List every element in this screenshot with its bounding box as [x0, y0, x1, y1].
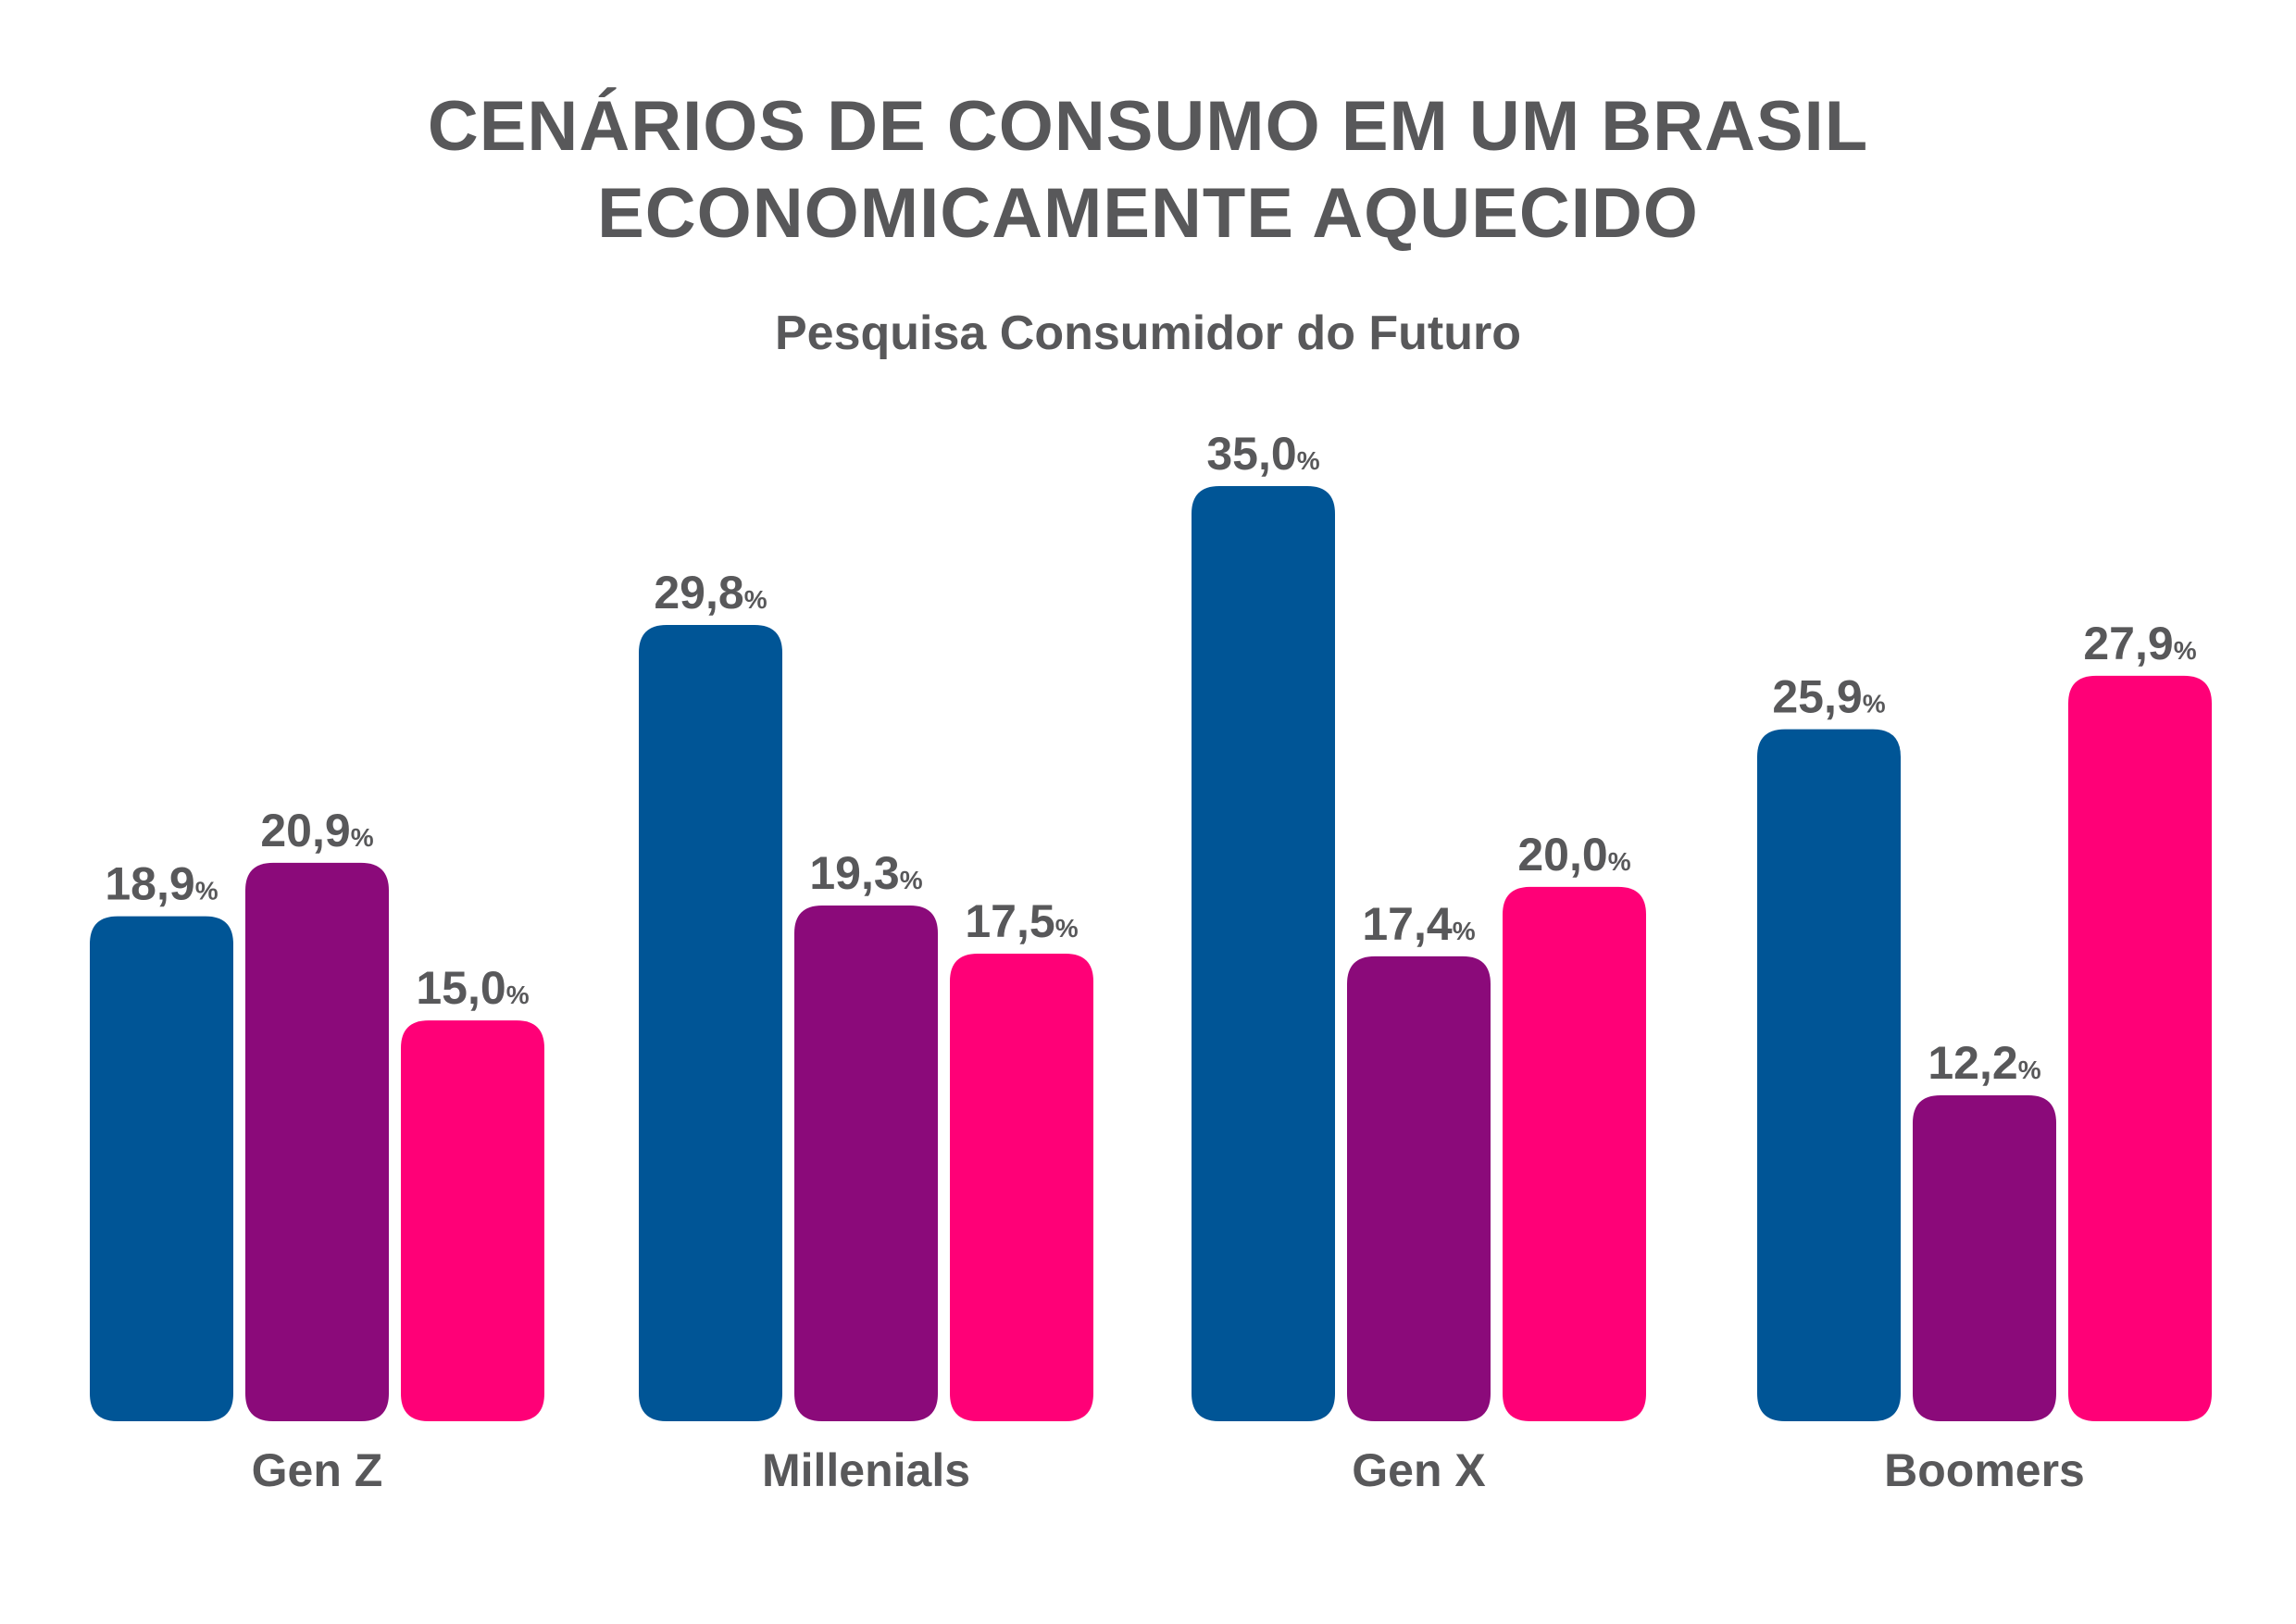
data-label-suffix: % — [195, 877, 218, 906]
category-label-gen-x: Gen X — [1352, 1444, 1485, 1496]
bar-millenials-series-2 — [794, 906, 938, 1421]
data-label-suffix: % — [1863, 690, 1886, 718]
data-label-value: 12,2 — [1928, 1037, 2017, 1089]
data-label-value: 35,0 — [1206, 428, 1296, 480]
chart-subtitle: Pesquisa Consumidor do Futuro — [774, 306, 1522, 360]
data-label-gen-z-series-3: 15,0% — [416, 962, 529, 1014]
chart-title: CENÁRIOS DE CONSUMO EM UM BRASIL ECONOMI… — [0, 83, 2296, 257]
bar-group-gen-x: 35,0%17,4%20,0% — [1192, 428, 1646, 1421]
bar-millenials-series-1 — [639, 625, 782, 1421]
bar-gen-x-series-3 — [1503, 886, 1646, 1421]
data-label-value: 15,0 — [416, 962, 505, 1014]
data-label-gen-z-series-2: 20,9% — [260, 805, 373, 856]
data-label-suffix: % — [1297, 446, 1320, 475]
data-label-millenials-series-1: 29,8% — [654, 567, 767, 618]
data-label-suffix: % — [2174, 636, 2197, 665]
data-label-boomers-series-1: 25,9% — [1772, 671, 1885, 723]
data-label-value: 19,3 — [809, 847, 899, 899]
data-label-millenials-series-3: 17,5% — [965, 895, 1078, 947]
bar-gen-z-series-2 — [245, 862, 389, 1421]
chart-title-line-2: ECONOMICAMENTE AQUECIDO — [597, 174, 1699, 253]
data-label-value: 18,9 — [105, 858, 194, 910]
data-label-value: 20,9 — [260, 805, 350, 856]
bar-gen-x-series-1 — [1192, 486, 1335, 1421]
bar-boomers-series-1 — [1757, 729, 1901, 1421]
data-label-millenials-series-2: 19,3% — [809, 847, 922, 899]
data-label-value: 27,9 — [2083, 618, 2173, 669]
data-label-gen-x-series-1: 35,0% — [1206, 428, 1319, 480]
data-label-suffix: % — [744, 585, 767, 614]
data-label-suffix: % — [1453, 917, 1476, 945]
data-label-gen-x-series-2: 17,4% — [1362, 898, 1475, 950]
data-label-suffix: % — [351, 823, 374, 852]
data-label-boomers-series-3: 27,9% — [2083, 618, 2196, 669]
bar-boomers-series-2 — [1913, 1094, 2056, 1421]
data-label-suffix: % — [1055, 914, 1079, 943]
bar-gen-x-series-2 — [1347, 956, 1491, 1421]
data-label-value: 20,0 — [1517, 829, 1607, 881]
data-label-value: 17,4 — [1362, 898, 1453, 950]
data-label-suffix: % — [1608, 847, 1631, 876]
data-label-suffix: % — [506, 981, 530, 1009]
category-label-millenials: Millenials — [762, 1444, 970, 1496]
data-label-value: 25,9 — [1772, 671, 1862, 723]
data-label-value: 29,8 — [654, 567, 743, 618]
bar-group-millenials: 29,8%19,3%17,5% — [639, 567, 1093, 1421]
chart-title-line-1: CENÁRIOS DE CONSUMO EM UM BRASIL — [427, 87, 1869, 166]
bar-group-boomers: 25,9%12,2%27,9% — [1757, 618, 2212, 1421]
bar-group-gen-z: 18,9%20,9%15,0% — [90, 805, 544, 1421]
data-label-value: 17,5 — [965, 895, 1054, 947]
data-label-boomers-series-2: 12,2% — [1928, 1037, 2040, 1089]
category-label-boomers: Boomers — [1884, 1444, 2085, 1496]
category-label-gen-z: Gen Z — [252, 1444, 383, 1496]
data-label-suffix: % — [900, 866, 923, 894]
bar-gen-z-series-3 — [401, 1020, 544, 1421]
bar-gen-z-series-1 — [90, 916, 233, 1421]
bar-boomers-series-3 — [2068, 675, 2212, 1421]
data-label-gen-x-series-3: 20,0% — [1517, 829, 1630, 881]
data-label-gen-z-series-1: 18,9% — [105, 858, 218, 910]
data-label-suffix: % — [2018, 1056, 2041, 1084]
bar-millenials-series-3 — [950, 954, 1093, 1421]
